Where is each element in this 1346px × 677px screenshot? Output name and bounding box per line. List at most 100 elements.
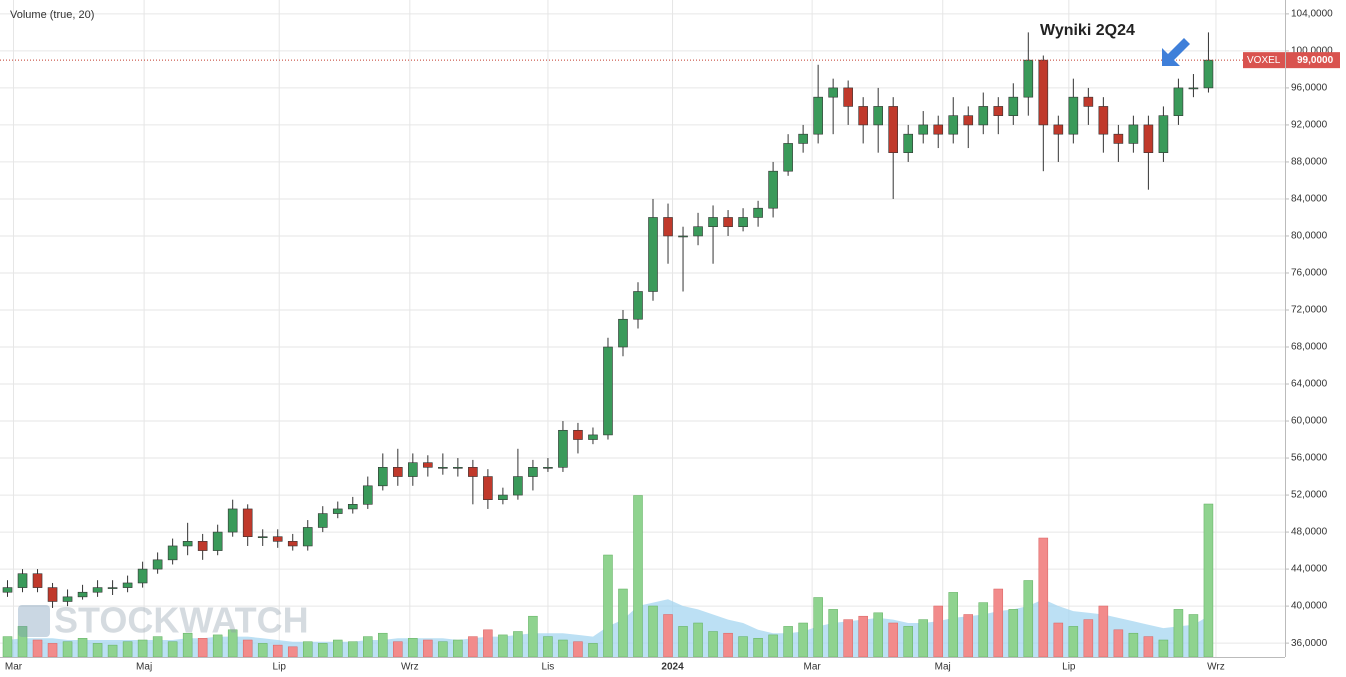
y-tick-label: 76,0000 xyxy=(1291,268,1328,279)
volume-bar xyxy=(1158,639,1169,658)
volume-bar xyxy=(1203,503,1214,658)
volume-bar xyxy=(618,588,628,658)
volume-bar xyxy=(1143,636,1154,658)
volume-bar xyxy=(873,612,883,658)
volume-bar xyxy=(1098,605,1109,658)
candle-body xyxy=(92,587,103,593)
candle-body xyxy=(317,513,328,528)
candle-body xyxy=(182,541,193,547)
y-tick-label: 52,0000 xyxy=(1291,490,1328,501)
volume-bar xyxy=(453,639,463,658)
volume-bar xyxy=(1008,609,1019,658)
volume-bar xyxy=(1023,580,1034,658)
volume-bar xyxy=(302,641,313,658)
volume-bar xyxy=(738,636,748,658)
candle-body xyxy=(332,508,343,514)
candle-body xyxy=(1098,106,1109,135)
y-tick-label: 44,0000 xyxy=(1291,564,1328,575)
candle-body xyxy=(933,124,944,135)
volume-bar xyxy=(408,638,418,658)
volume-bar xyxy=(933,605,943,658)
price-tag-value: 99,0000 xyxy=(1297,55,1334,66)
y-tick-label: 36,0000 xyxy=(1291,638,1328,649)
volume-bar xyxy=(543,636,553,658)
volume-bar xyxy=(558,639,568,658)
candle-body xyxy=(813,96,823,135)
candle-body xyxy=(1203,59,1214,89)
candle-body xyxy=(197,541,208,551)
volume-bar xyxy=(257,643,268,658)
volume-bar xyxy=(993,588,1004,658)
volume-bar xyxy=(768,634,778,658)
volume-bar xyxy=(32,639,43,658)
y-tick-label: 92,0000 xyxy=(1291,120,1328,131)
y-tick-label: 72,0000 xyxy=(1291,305,1328,316)
x-tick-label: Lip xyxy=(273,662,287,673)
volume-bar xyxy=(678,626,688,658)
label-layer: 36,0000 40,0000 44,0000 48,0000 52,0000 56,00… xyxy=(0,9,1340,673)
volume-bar xyxy=(468,636,478,658)
volume-bar xyxy=(1173,609,1184,658)
volume-bar xyxy=(708,631,718,658)
candle-body xyxy=(948,115,959,135)
volume-bar xyxy=(813,597,823,658)
candle-body xyxy=(693,226,703,237)
candle-body xyxy=(423,462,433,468)
candle-body xyxy=(558,429,568,468)
candle-body xyxy=(1008,96,1019,116)
candle-body xyxy=(438,467,448,469)
volume-bar xyxy=(107,644,118,658)
volume-bar xyxy=(77,638,88,658)
volume-bar xyxy=(1038,537,1049,658)
y-tick-label: 48,0000 xyxy=(1291,527,1328,538)
candle-body xyxy=(1188,87,1199,90)
candle-body xyxy=(513,476,523,496)
volume-bar xyxy=(483,629,493,658)
candle-body xyxy=(1083,96,1094,107)
candle-body xyxy=(753,207,763,218)
x-tick-label: Wrz xyxy=(401,662,419,673)
candle-body xyxy=(227,508,238,533)
volume-bar xyxy=(963,614,974,658)
y-tick-label: 80,0000 xyxy=(1291,231,1328,242)
candle-body xyxy=(678,235,688,238)
candle-body xyxy=(1053,124,1064,135)
watermark-icon xyxy=(18,605,50,637)
volume-bar xyxy=(92,643,103,658)
volume-bar xyxy=(393,641,403,658)
volume-bar xyxy=(753,638,763,658)
candle-body xyxy=(708,217,718,228)
candle-body xyxy=(137,568,148,584)
volume-bar xyxy=(137,639,148,658)
candle-body xyxy=(77,591,88,598)
candle-body xyxy=(663,217,673,237)
volume-bar xyxy=(167,641,178,658)
candle-body xyxy=(347,504,358,510)
volume-bar xyxy=(423,639,433,658)
volume-bar xyxy=(528,615,538,658)
volume-bar xyxy=(828,609,838,658)
x-tick-label: Lip xyxy=(1062,662,1076,673)
candle-body xyxy=(963,115,974,126)
x-tick-label: Lis xyxy=(542,662,555,673)
volume-bar xyxy=(317,643,328,658)
candle-body xyxy=(573,429,583,440)
price-tag xyxy=(1243,52,1340,69)
volume-label: Volume (true, 20) xyxy=(10,9,94,21)
candle-body xyxy=(978,106,989,126)
volume-bar xyxy=(363,636,373,658)
volume-bar xyxy=(723,632,733,658)
candle-body xyxy=(287,541,298,547)
candle-body xyxy=(1158,115,1169,153)
candle-body xyxy=(122,582,133,588)
volume-bar xyxy=(513,631,523,658)
price-tag-name: VOXEL xyxy=(1247,55,1281,66)
candle-body xyxy=(362,485,373,505)
volume-bar xyxy=(843,619,853,658)
candle-body xyxy=(257,536,268,539)
volume-bar xyxy=(693,622,703,658)
volume-bar xyxy=(648,605,658,658)
volume-bar xyxy=(603,554,613,658)
volume-bar xyxy=(588,643,598,658)
